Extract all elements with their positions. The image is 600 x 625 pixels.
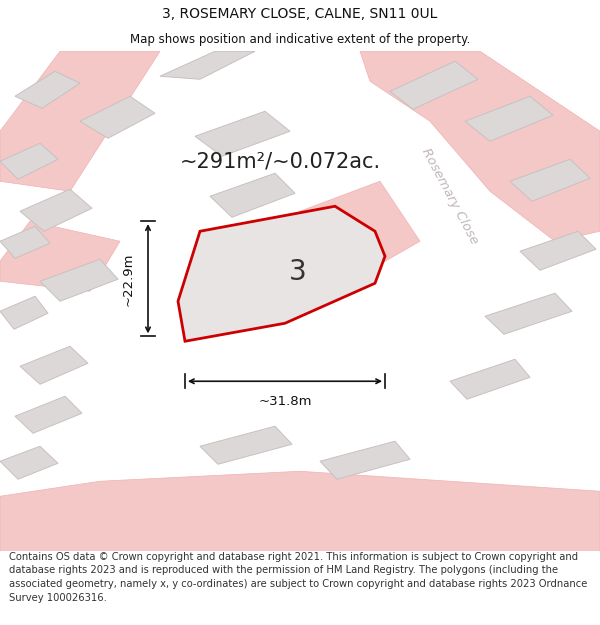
- Polygon shape: [0, 446, 58, 479]
- Polygon shape: [0, 471, 600, 551]
- Polygon shape: [178, 206, 385, 341]
- Text: 3, ROSEMARY CLOSE, CALNE, SN11 0UL: 3, ROSEMARY CLOSE, CALNE, SN11 0UL: [163, 8, 437, 21]
- Polygon shape: [485, 293, 572, 334]
- Polygon shape: [195, 233, 278, 276]
- Polygon shape: [210, 173, 295, 218]
- Polygon shape: [520, 231, 596, 270]
- Polygon shape: [0, 51, 160, 191]
- Polygon shape: [80, 96, 155, 138]
- Polygon shape: [320, 441, 410, 479]
- Polygon shape: [40, 259, 118, 301]
- Polygon shape: [15, 396, 82, 433]
- Polygon shape: [0, 226, 50, 258]
- Polygon shape: [510, 159, 590, 201]
- Text: Rosemary Close: Rosemary Close: [419, 146, 481, 246]
- Polygon shape: [20, 346, 88, 384]
- Polygon shape: [160, 51, 255, 79]
- Polygon shape: [0, 221, 120, 291]
- Polygon shape: [465, 96, 553, 141]
- Polygon shape: [0, 296, 48, 329]
- Polygon shape: [450, 359, 530, 399]
- Text: Map shows position and indicative extent of the property.: Map shows position and indicative extent…: [130, 34, 470, 46]
- Polygon shape: [15, 71, 80, 108]
- Polygon shape: [390, 61, 478, 109]
- Text: ~31.8m: ~31.8m: [258, 395, 312, 408]
- Polygon shape: [195, 111, 290, 156]
- Text: ~291m²/~0.072ac.: ~291m²/~0.072ac.: [179, 151, 380, 171]
- Polygon shape: [0, 143, 58, 179]
- Text: 3: 3: [289, 258, 307, 286]
- Text: Contains OS data © Crown copyright and database right 2021. This information is : Contains OS data © Crown copyright and d…: [9, 552, 587, 602]
- Polygon shape: [290, 181, 420, 281]
- Polygon shape: [360, 51, 600, 241]
- Polygon shape: [20, 189, 92, 231]
- Polygon shape: [200, 426, 292, 464]
- Text: ~22.9m: ~22.9m: [121, 252, 134, 306]
- Polygon shape: [270, 209, 352, 251]
